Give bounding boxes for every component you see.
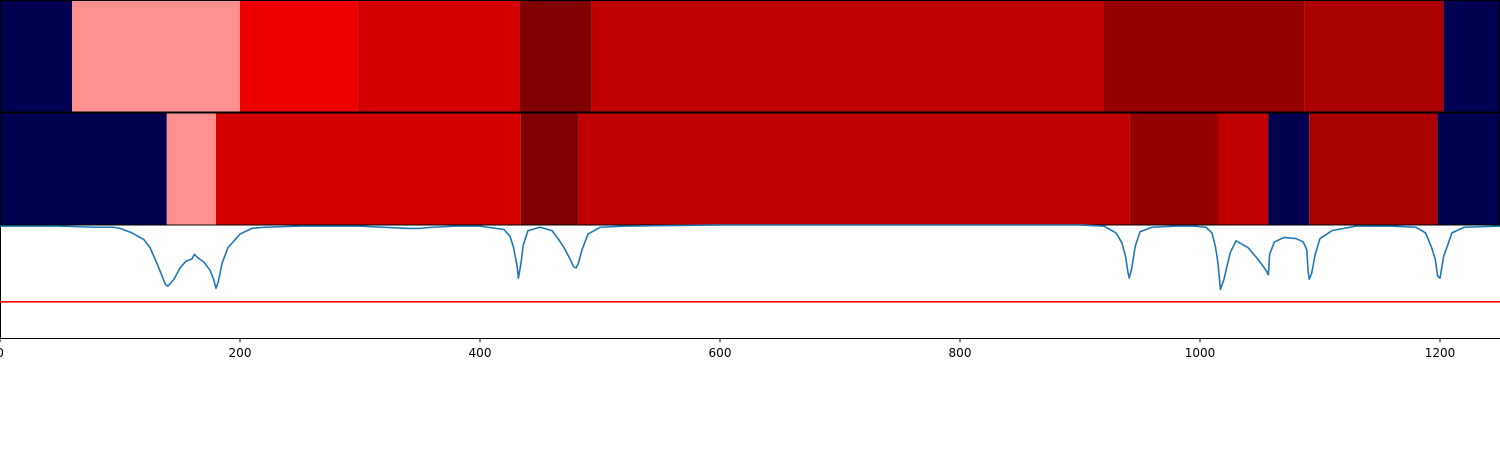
series-line-0 <box>0 224 1500 291</box>
heatmap-bottom-segment-4 <box>578 113 1130 225</box>
heatmap-top-segment-8 <box>1443 0 1500 112</box>
heatmap-top-segment-7 <box>1304 0 1444 112</box>
heatmap-bottom-segment-3 <box>520 113 579 225</box>
heatmap-top-segment-0 <box>0 0 72 112</box>
x-tick-label: 600 <box>709 346 732 360</box>
heatmap-bottom-segment-9 <box>1437 113 1500 225</box>
heatmap-top-segment-5 <box>591 0 1104 112</box>
heatmap-bottom-segment-5 <box>1129 113 1218 225</box>
heatmap-top <box>0 0 1500 112</box>
heatmap-bottom-segment-6 <box>1218 113 1269 225</box>
heatmap-bottom-segment-2 <box>216 113 521 225</box>
heatmap-bottom-segment-8 <box>1309 113 1438 225</box>
x-tick-label: 800 <box>949 346 972 360</box>
heatmap-bottom-segment-1 <box>166 113 216 225</box>
heatmap-top-segment-4 <box>519 0 592 112</box>
x-tick-label: 200 <box>229 346 252 360</box>
line-series-group <box>0 224 1500 303</box>
x-tick-label: 1000 <box>1185 346 1216 360</box>
x-tick-label: 0 <box>0 346 4 360</box>
heatmap-bottom-segment-0 <box>0 113 167 225</box>
heatmap-top-segment-6 <box>1104 0 1305 112</box>
heatmap-bottom-segment-7 <box>1268 113 1310 225</box>
heatmap-top-segment-1 <box>72 0 240 112</box>
heatmap-top-segment-2 <box>240 0 358 112</box>
x-tick-label: 400 <box>469 346 492 360</box>
heatmap-top-segment-3 <box>357 0 520 112</box>
x-axis-ticks: 0 200 400 600 800 1000 1200 <box>0 338 1455 360</box>
x-tick-label: 1200 <box>1425 346 1456 360</box>
heatmap-bottom <box>0 113 1500 225</box>
line-plot: 0 200 400 600 800 1000 1200 <box>0 224 1500 360</box>
